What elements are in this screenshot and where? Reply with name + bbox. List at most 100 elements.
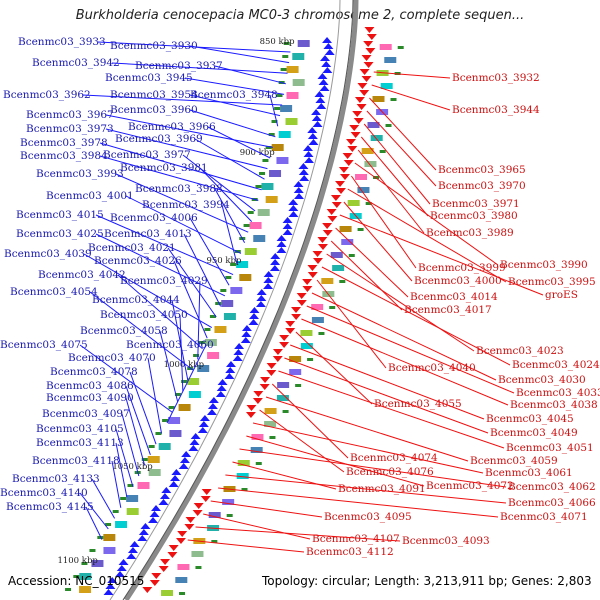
inner-track-line [109, 0, 341, 600]
reverse-strand-arrow [322, 37, 333, 43]
right-leader-line [371, 84, 451, 111]
right-gene-label: Bcenmc03_4093 [402, 535, 490, 547]
gene-mark [262, 159, 269, 162]
gene-mark [226, 514, 233, 517]
gene-mark [105, 523, 112, 526]
right-feature-box [357, 187, 370, 193]
left-gene-label: Bcenmc03_4060 [126, 339, 214, 351]
left-gene-label: Bcenmc03_4054 [10, 286, 98, 298]
right-gene-label: Bcenmc03_4071 [500, 511, 588, 523]
left-gene-label: Bcenmc03_3978 [20, 137, 108, 149]
gene-mark [81, 562, 88, 565]
reverse-strand-arrow [127, 547, 138, 553]
forward-strand-arrow [350, 132, 361, 138]
reverse-strand-arrow [314, 91, 325, 97]
scale-tick-label: 900 kbp [240, 148, 276, 158]
left-leader-line [167, 247, 217, 318]
left-gene-labels: Bcenmc03_3933 Bcenmc03_3930 Bcenmc03_3942 B… [0, 36, 291, 540]
left-gene-label: Bcenmc03_3933 [18, 36, 106, 48]
right-gene-label: Bcenmc03_4014 [410, 291, 498, 303]
right-gene-label: Bcenmc03_4062 [508, 481, 596, 493]
forward-strand-arrow [336, 188, 347, 194]
gene-mark [112, 510, 119, 513]
reverse-strand-arrow [140, 523, 151, 529]
reverse-strand-arrow [138, 529, 149, 535]
right-leader-line [301, 318, 509, 406]
right-gene-label: Bcenmc03_4072 [426, 480, 514, 492]
reverse-strand-arrow [216, 385, 227, 391]
map-tracks [65, 0, 404, 600]
right-leader-line [354, 162, 499, 266]
gene-mark [241, 488, 248, 491]
reverse-strand-arrow [225, 367, 236, 373]
forward-strand-arrow [177, 531, 188, 537]
gene-mark [97, 536, 104, 539]
left-feature-box [223, 313, 236, 320]
left-leader-line [189, 217, 230, 286]
reverse-strand-arrow [198, 421, 209, 427]
reverse-strand-arrow [118, 559, 129, 565]
right-leader-line [330, 240, 403, 311]
left-feature-box [103, 534, 116, 541]
reverse-strand-arrow [322, 67, 333, 73]
forward-strand-arrow [339, 174, 350, 180]
reverse-strand-arrow [147, 517, 158, 523]
right-feature-box [311, 317, 324, 323]
gene-mark [282, 55, 289, 58]
left-leader-line [179, 314, 184, 392]
right-gene-label: Bcenmc03_4076 [346, 466, 434, 478]
reverse-strand-arrow [315, 97, 326, 103]
forward-strand-arrow [142, 587, 153, 593]
left-leader-line [159, 330, 179, 402]
left-leader-line [99, 142, 262, 191]
reverse-strand-arrow [311, 115, 322, 121]
topology-label: Topology: circular; Length: 3,213,911 bp… [262, 574, 592, 588]
right-leader-line [343, 201, 413, 282]
reverse-strand-arrow [293, 181, 304, 187]
reverse-strand-arrow [249, 313, 260, 319]
forward-strand-arrow [365, 48, 376, 54]
left-feature-box [168, 417, 181, 424]
forward-strand-arrow [266, 363, 277, 369]
left-leader-line [95, 233, 226, 297]
gene-mark [268, 133, 275, 136]
forward-strand-arrow [357, 83, 368, 89]
left-leader-line [214, 188, 246, 244]
forward-strand-arrow [364, 27, 375, 33]
left-feature-box [280, 105, 293, 112]
right-leader-line [246, 435, 425, 487]
right-leader-line [366, 110, 437, 187]
right-feature-box [277, 382, 290, 388]
gene-mark [269, 436, 276, 439]
right-gene-labels: Bcenmc03_3932 Bcenmc03_3944 Bcenmc03_3965 B… [187, 71, 600, 558]
forward-strand-arrow [285, 328, 296, 334]
right-gene-label: Bcenmc03_4000 [414, 275, 502, 287]
right-gene-label: Bcenmc03_4091 [338, 483, 426, 495]
left-feature-box [278, 131, 291, 138]
reverse-strand-arrow [116, 565, 127, 571]
right-leader-line [259, 409, 345, 473]
forward-strand-arrow [185, 517, 196, 523]
left-gene-label: Bcenmc03_3942 [32, 57, 120, 69]
forward-strand-arrow [175, 538, 186, 544]
forward-strand-arrow [331, 202, 342, 208]
right-gene-label: Bcenmc03_4045 [486, 413, 574, 425]
right-leader-line [326, 253, 475, 352]
gene-mark [282, 410, 289, 413]
reverse-strand-arrow [298, 163, 309, 169]
gene-mark [120, 497, 127, 500]
forward-strand-arrow [317, 237, 328, 243]
gene-mark [339, 280, 346, 283]
right-leader-line [271, 383, 349, 459]
left-gene-label: Bcenmc03_3954 [110, 89, 198, 101]
left-gene-label: Bcenmc03_3977 [103, 149, 191, 161]
left-leader-line [85, 506, 103, 540]
left-leader-line [221, 204, 238, 265]
reverse-strand-arrow [282, 229, 293, 235]
right-leader-line [311, 292, 497, 381]
forward-strand-arrow [342, 153, 353, 159]
left-leader-line [125, 385, 151, 455]
gene-mark [168, 406, 175, 409]
forward-strand-arrow [245, 412, 256, 418]
left-gene-label: Bcenmc03_4145 [6, 501, 94, 513]
